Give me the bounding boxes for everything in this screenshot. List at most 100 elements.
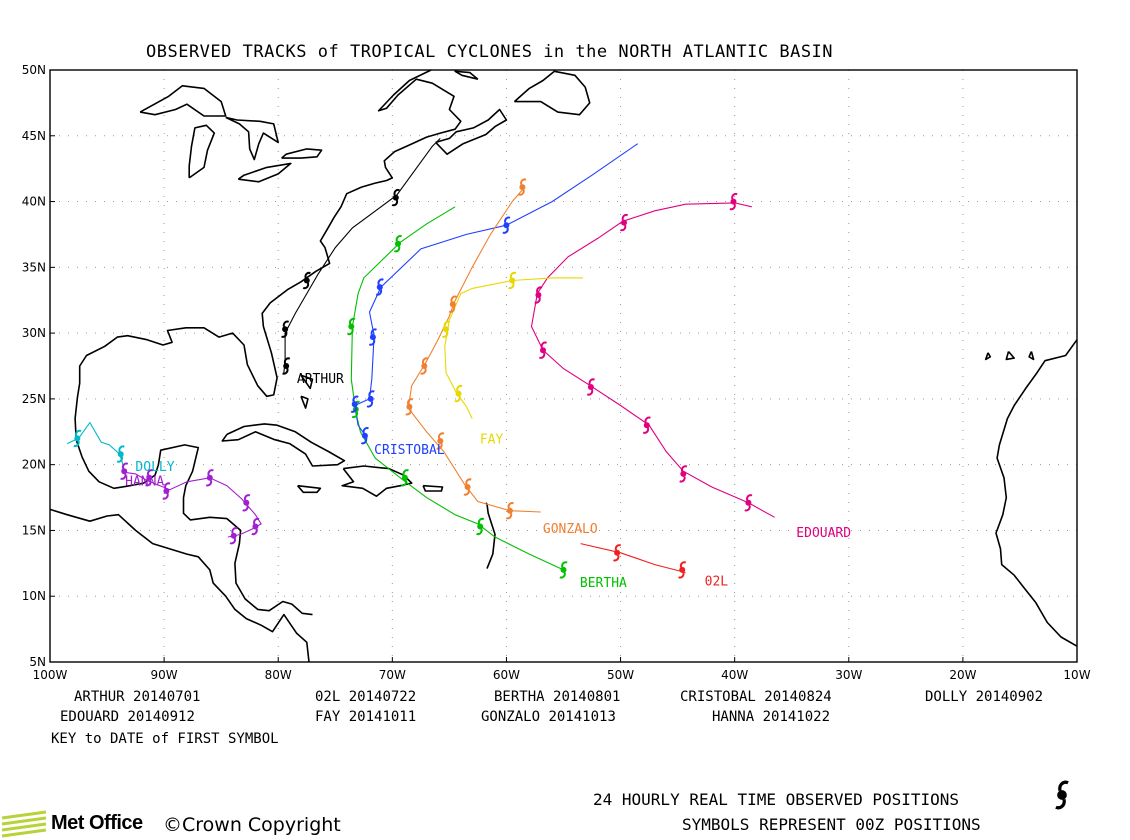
axis-tick-labels: 5N 10N 15N 20N 25N 30N 35N 40N 45N 50N 100W 90W 80W 7… (22, 63, 1091, 682)
cyclone-symbol-02l (613, 544, 622, 562)
legend-entry-bertha: BERTHA 20140801 (494, 689, 620, 705)
legend-storm-name: BERTHA (494, 689, 545, 705)
legend-entry-fay: FAY 20141011 (315, 709, 416, 725)
map-frame (49, 69, 1078, 663)
coastline (341, 465, 413, 497)
coastline (225, 116, 279, 161)
cyclone-symbol-hanna (251, 517, 260, 536)
cyclone-symbol-bertha (476, 517, 485, 536)
copyright-notice: ©Crown Copyright (163, 814, 341, 836)
coastline (296, 484, 322, 494)
lat-tick-label: 20N (22, 458, 46, 472)
legend-entry-arthur: ARTHUR 20140701 (74, 689, 200, 705)
legend-key-note: KEY to DATE of FIRST SYMBOL (51, 731, 279, 747)
storm-label-edouard: EDOUARD (796, 526, 851, 541)
lat-tick-label: 10N (22, 589, 46, 603)
legend-storm-name: EDOUARD (60, 709, 120, 725)
legend-entry-dolly: DOLLY 20140902 (925, 689, 1043, 705)
coastline (995, 339, 1078, 647)
storm-label-bertha: BERTHA (580, 576, 627, 591)
cyclone-symbol-gonzalo (436, 432, 445, 450)
coastline (74, 69, 462, 616)
legend-storm-date: 20140701 (133, 689, 201, 705)
cyclone-symbol-hanna (145, 469, 154, 487)
cyclone-symbol-02l (678, 561, 687, 579)
cyclone-symbol-arthur (391, 188, 400, 207)
coastline (300, 374, 314, 390)
cyclone-symbol-cristobal (350, 395, 359, 413)
coastline (435, 108, 508, 155)
legend-storm-name: 02L (315, 689, 341, 705)
cyclone-symbol-arthur (282, 357, 291, 375)
cyclone-symbol-hanna (242, 494, 251, 512)
cyclone-symbol-fay (508, 271, 517, 290)
lat-tick-label: 25N (22, 392, 46, 406)
cyclone-symbol-hanna (205, 469, 214, 487)
legend-storm-date: 20140722 (348, 689, 417, 705)
storm-position-symbols (73, 178, 753, 579)
legend-storm-date: 20141022 (762, 709, 831, 725)
coastlines (49, 69, 1078, 663)
lon-tick-label: 50W (607, 668, 634, 682)
cyclone-symbol-arthur (281, 320, 290, 338)
lon-tick-label: 80W (265, 668, 292, 682)
coastline (49, 508, 310, 663)
coastline (139, 85, 227, 117)
coastline (513, 70, 591, 116)
legend-storm-name: HANNA (712, 709, 755, 725)
legend-storm-name: DOLLY (925, 689, 968, 705)
track-hanna (126, 472, 262, 538)
lat-tick-label: 35N (22, 260, 46, 274)
cyclone-symbol-bertha (347, 317, 356, 336)
coastline (1005, 350, 1015, 361)
positions-note: 24 HOURLY REAL TIME OBSERVED POSITIONS (593, 790, 960, 809)
coastline (1028, 351, 1035, 361)
track-arthur (283, 138, 441, 373)
tropical-cyclone-icon (1055, 780, 1069, 810)
cyclone-symbol-hanna (162, 482, 171, 500)
coastline (237, 162, 292, 183)
legend-storm-name: FAY (315, 709, 341, 725)
legend-storm-date: 20140801 (553, 689, 621, 705)
cyclone-symbol-gonzalo (405, 398, 414, 416)
cyclone-symbol-cristobal (360, 427, 369, 445)
lon-tick-label: 30W (835, 668, 862, 682)
lon-tick-label: 20W (949, 668, 976, 682)
coastline (221, 423, 346, 467)
met-office-logo-text: Met Office (51, 812, 143, 834)
cyclone-symbol-edouard (586, 378, 595, 396)
lat-tick-label: 50N (22, 63, 46, 77)
cyclone-symbol-edouard (679, 465, 688, 483)
track-02l (580, 543, 686, 574)
cyclone-symbol-edouard (642, 416, 651, 434)
lat-tick-label: 30N (22, 326, 46, 340)
cyclone-symbol-cristobal (502, 216, 511, 234)
track-edouard (530, 202, 775, 518)
legend-storm-date: 20141013 (548, 709, 616, 725)
lon-tick-label: 90W (151, 668, 178, 682)
cyclone-symbol-hanna (120, 462, 129, 480)
legend-storm-name: CRISTOBAL (680, 689, 756, 705)
cyclone-symbol-cristobal (368, 328, 377, 346)
met-office-logo-mark (1, 810, 47, 838)
lon-tick-label: 70W (379, 668, 406, 682)
lon-tick-label: 40W (721, 668, 748, 682)
cyclone-symbol-edouard (729, 192, 738, 211)
cyclone-symbol-edouard (744, 494, 753, 512)
legend-entry-hanna: HANNA 20141022 (712, 709, 830, 725)
legend-storm-date: 20140824 (764, 689, 832, 705)
map-title: OBSERVED TRACKS of TROPICAL CYCLONES in … (146, 42, 834, 62)
lat-lon-grid (50, 70, 1077, 662)
legend-entry-edouard: EDOUARD 20140912 (60, 709, 195, 725)
legend-entry-gonzalo: GONZALO 20141013 (481, 709, 616, 725)
storm-label-arthur: ARTHUR (297, 372, 344, 387)
legend-storm-name: ARTHUR (74, 689, 125, 705)
lat-tick-label: 5N (29, 655, 46, 669)
cyclone-symbol-bertha (559, 561, 568, 579)
storm-labels: ARTHUR BERTHA CRISTOBAL DOLLY EDOUARD FAY GONZ… (125, 372, 851, 591)
symbols-note: SYMBOLS REPRESENT 00Z POSITIONS (682, 815, 981, 834)
cyclone-symbol-arthur (302, 271, 311, 290)
legend-storm-name: GONZALO (481, 709, 541, 725)
cyclone-symbol-gonzalo (518, 178, 527, 196)
